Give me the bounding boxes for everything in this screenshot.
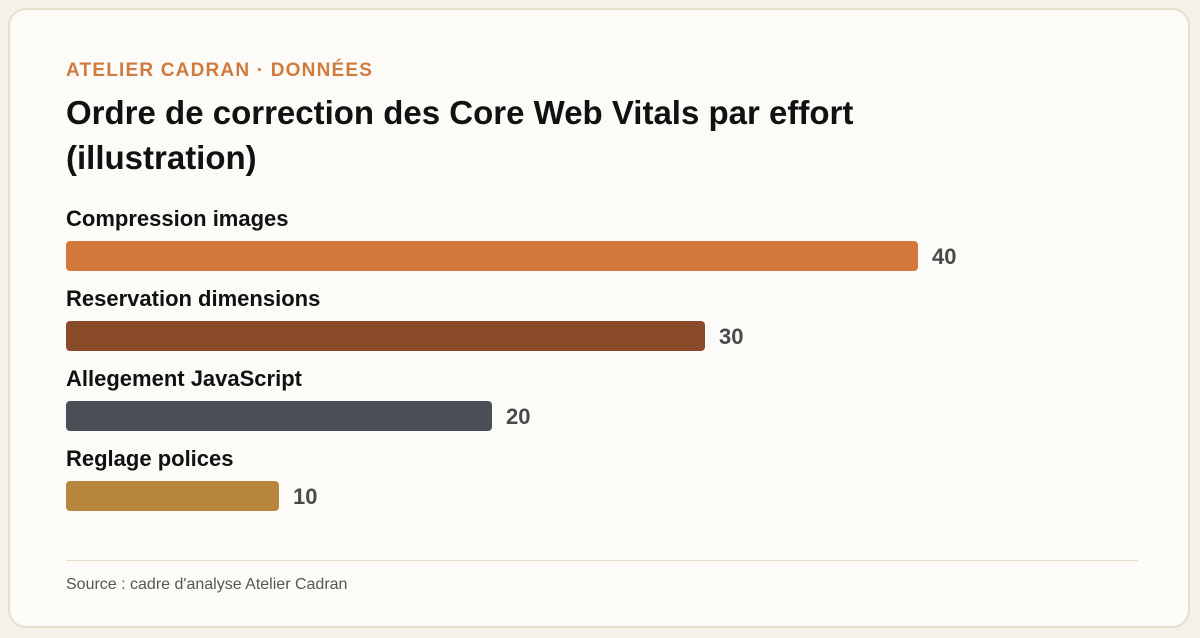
chart-kicker: ATELIER CADRAN · DONNÉES: [66, 60, 374, 81]
category-label: Reglage polices: [66, 446, 234, 471]
category-label: Reservation dimensions: [66, 286, 321, 311]
bar-row: Reservation dimensions 30: [66, 280, 1138, 360]
category-label: Compression images: [66, 206, 289, 231]
category-label: Allegement JavaScript: [66, 366, 302, 391]
bar: [66, 481, 279, 511]
value-label: 30: [719, 324, 744, 349]
chart-title: Ordre de correction des Core Web Vitals …: [66, 94, 854, 176]
bar-row: Compression images 40: [66, 200, 1138, 280]
bar: [66, 401, 492, 431]
value-label: 20: [506, 404, 531, 429]
source-note: Source : cadre d'analyse Atelier Cadran: [66, 576, 348, 593]
bar-row: Reglage polices 10: [66, 440, 1138, 520]
footer-divider: [66, 560, 1138, 561]
bar: [66, 321, 705, 351]
chart-card: ATELIER CADRAN · DONNÉES Ordre de correc…: [8, 8, 1190, 628]
bar: [66, 241, 918, 271]
bar-chart: Compression images 40 Reservation dimens…: [66, 200, 1138, 530]
bar-row: Allegement JavaScript 20: [66, 360, 1138, 440]
value-label: 40: [932, 244, 957, 269]
value-label: 10: [293, 484, 318, 509]
